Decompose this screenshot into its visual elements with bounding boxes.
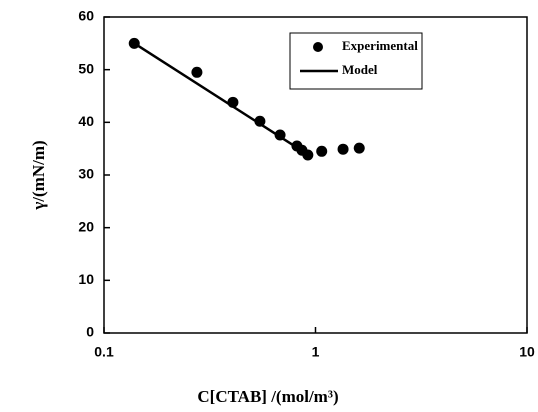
data-point [353, 142, 365, 154]
x-tick-label: 0.1 [94, 344, 114, 360]
x-axis-label: C[CTAB] /(mol/m³) [197, 387, 338, 406]
y-tick-label: 0 [86, 324, 94, 340]
y-tick-label: 50 [78, 60, 94, 76]
data-point [302, 149, 314, 161]
x-tick-label: 1 [312, 344, 320, 360]
data-point [316, 145, 328, 157]
y-axis-label: γ/(mN/m) [29, 140, 48, 210]
x-tick-label: 10 [519, 344, 535, 360]
y-tick-label: 40 [78, 113, 94, 129]
y-tick-label: 60 [78, 8, 94, 24]
legend-swatch [313, 42, 323, 52]
y-tick-label: 10 [78, 271, 94, 287]
data-point [337, 143, 349, 155]
model-line [133, 42, 303, 152]
y-tick-label: 20 [78, 218, 94, 234]
legend-label: Model [342, 62, 378, 77]
data-point [191, 66, 203, 78]
legend-box [289, 32, 423, 90]
y-tick-label: 30 [78, 166, 94, 182]
legend-label: Experimental [342, 38, 418, 53]
data-point [254, 115, 266, 127]
